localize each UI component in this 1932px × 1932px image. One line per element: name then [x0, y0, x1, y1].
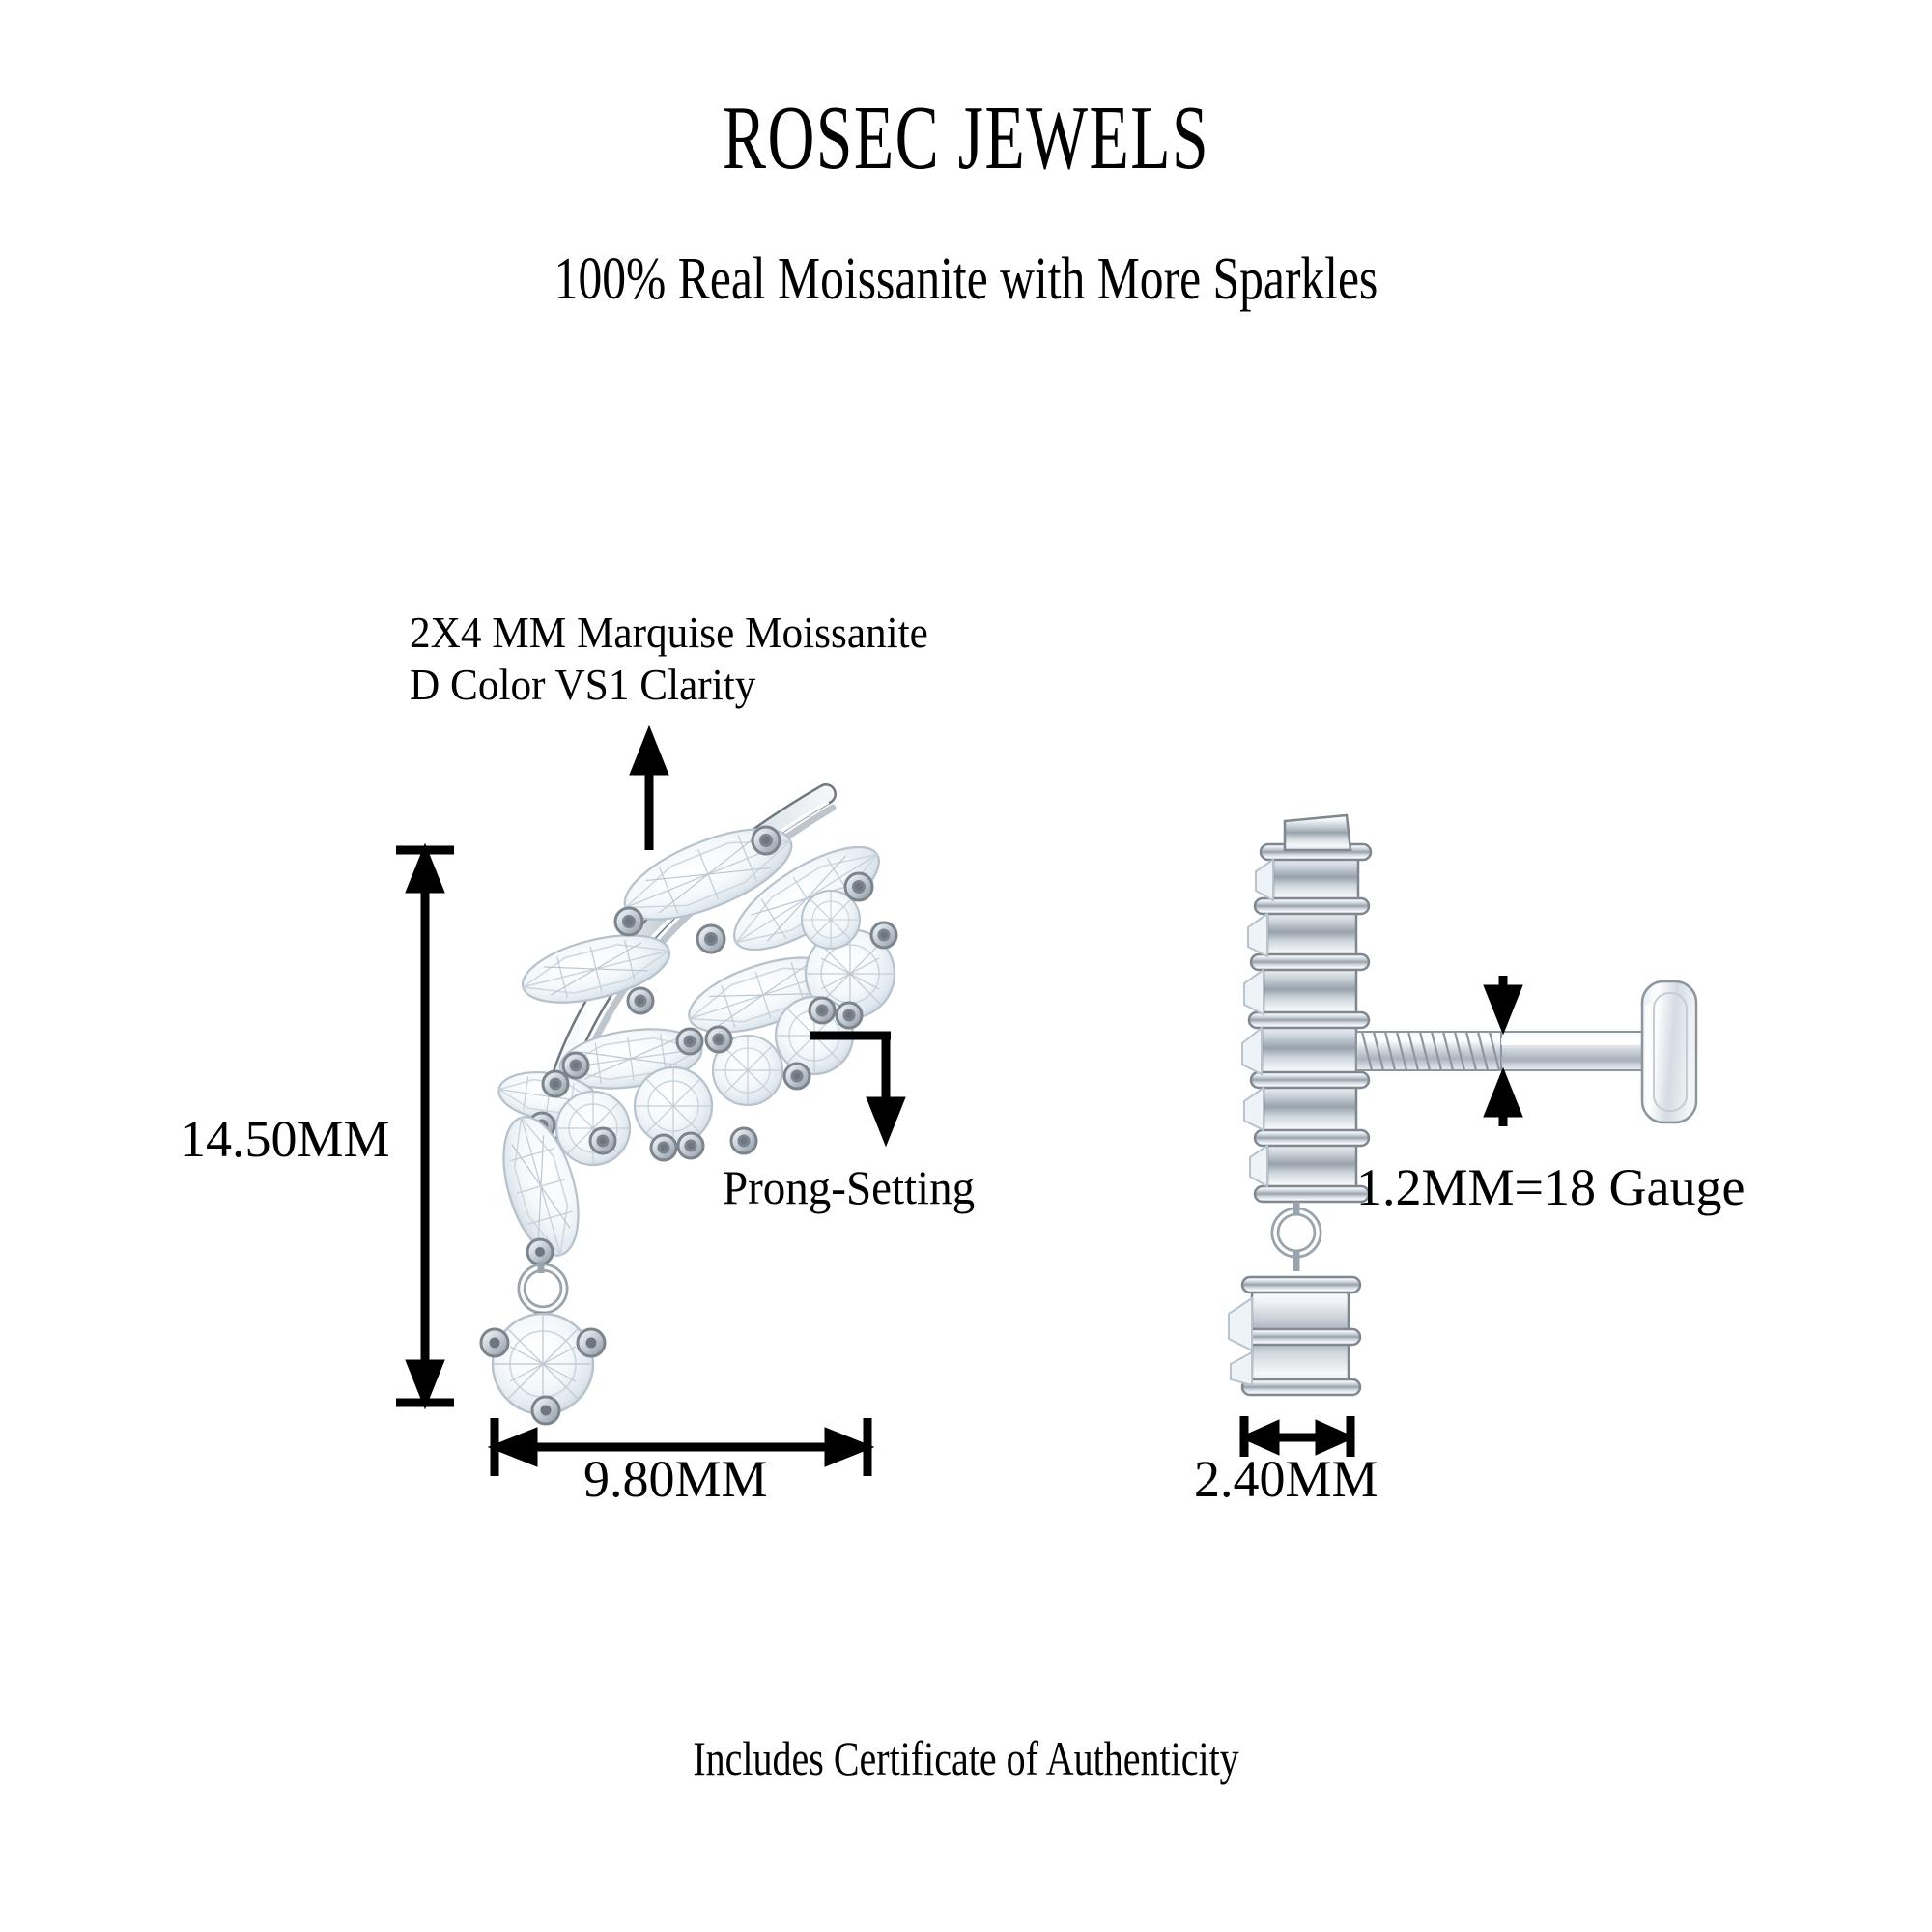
setting-stack-profile: [1241, 813, 1373, 1204]
threaded-screw-post: [1355, 1031, 1502, 1071]
setting-segment: [1253, 896, 1371, 962]
prong: [561, 1051, 590, 1080]
marquise-stone: [733, 845, 880, 952]
prong: [649, 1133, 678, 1162]
setting-segment: [1247, 1010, 1371, 1080]
prong: [675, 1027, 704, 1056]
prong: [835, 1001, 864, 1030]
setting-segment: [1228, 1275, 1362, 1397]
prong: [526, 1237, 554, 1266]
prong: [479, 1327, 510, 1358]
prong: [626, 986, 655, 1015]
dimension-width: [487, 1418, 875, 1476]
round-stone: [804, 927, 896, 1020]
prong: [751, 825, 781, 856]
dimension-height: [396, 842, 454, 1410]
dangle-drop-front: [479, 1115, 607, 1426]
post-bar: [1500, 1031, 1647, 1071]
round-stone: [554, 1090, 632, 1167]
dimension-post-gauge-label: 1.2MM=18 Gauge: [1356, 1158, 1746, 1216]
prong-group-front: [527, 825, 898, 1162]
round-stone: [633, 1065, 714, 1147]
marquise-stone: [521, 934, 671, 1004]
stone-spec-callout: 2X4 MM Marquise Moissanite D Color VS1 Cl…: [410, 607, 928, 712]
screw-threads: [1360, 1031, 1501, 1071]
dimension-thickness-label: 2.40MM: [1194, 1450, 1378, 1508]
leader-prong-setting: [810, 1031, 906, 1148]
dimension-width-label: 9.80MM: [583, 1450, 768, 1508]
prong: [676, 1131, 705, 1160]
prong: [576, 1327, 607, 1358]
prong: [808, 996, 837, 1025]
prong: [782, 1062, 811, 1091]
wing-climber-earring-front-view: [479, 783, 898, 1426]
stone-edge-profile: [1241, 858, 1274, 1188]
flat-disc-labret-back: [1640, 980, 1698, 1124]
stone-spec-line-1: 2X4 MM Marquise Moissanite: [410, 608, 928, 657]
marquise-stone-group-upper: [521, 828, 880, 1004]
jump-ring: [517, 1262, 569, 1315]
prong: [704, 1025, 733, 1054]
round-stone-group: [554, 890, 896, 1167]
stone-spec-line-2: D Color VS1 Clarity: [410, 660, 756, 710]
marquise-stone: [623, 828, 793, 921]
prong: [869, 921, 898, 950]
dimension-height-label: 14.50MM: [180, 1110, 390, 1168]
dimension-annotations: [396, 724, 1523, 1476]
prong: [729, 1126, 758, 1155]
prong: [843, 871, 874, 902]
leader-stone-spec: [629, 724, 669, 850]
setting-segment: [1249, 952, 1371, 1020]
round-stone: [801, 890, 861, 950]
prong: [696, 923, 726, 954]
brand-title: ROSEC JEWELS: [722, 88, 1210, 188]
setting-segment: [1259, 842, 1373, 906]
jump-ring-side: [1270, 1202, 1322, 1271]
prong: [613, 906, 644, 937]
prong: [588, 1126, 617, 1155]
dimension-thickness: [1238, 1416, 1356, 1457]
marquise-stone-drop: [502, 1115, 580, 1258]
round-stone: [711, 1034, 784, 1107]
setting-segment: [1253, 1128, 1371, 1204]
wing-climber-earring-side-view: [1228, 813, 1698, 1397]
brand-tagline: 100% Real Moissanite with More Sparkles: [554, 246, 1378, 312]
prong: [541, 1069, 570, 1098]
prong: [530, 1395, 561, 1426]
prong-setting-callout: Prong-Setting: [723, 1160, 976, 1214]
dangle-drop-side: [1228, 1202, 1362, 1397]
dimension-post-gauge: [1483, 976, 1523, 1126]
certificate-note: Includes Certificate of Authenticity: [693, 1731, 1239, 1785]
setting-segment: [1249, 1070, 1371, 1138]
